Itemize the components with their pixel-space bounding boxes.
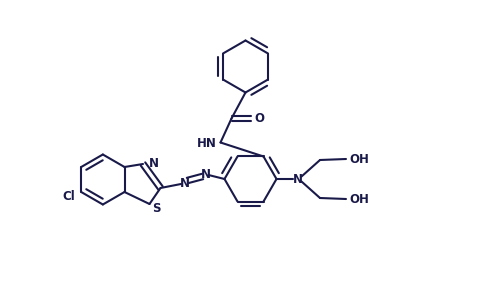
Text: N: N [200, 168, 210, 181]
Text: N: N [149, 156, 159, 170]
Text: N: N [180, 176, 189, 190]
Text: Cl: Cl [62, 190, 75, 203]
Text: S: S [152, 201, 161, 215]
Text: O: O [254, 112, 264, 125]
Text: OH: OH [349, 153, 369, 166]
Text: N: N [293, 173, 303, 186]
Text: HN: HN [196, 137, 216, 150]
Text: OH: OH [349, 193, 369, 206]
